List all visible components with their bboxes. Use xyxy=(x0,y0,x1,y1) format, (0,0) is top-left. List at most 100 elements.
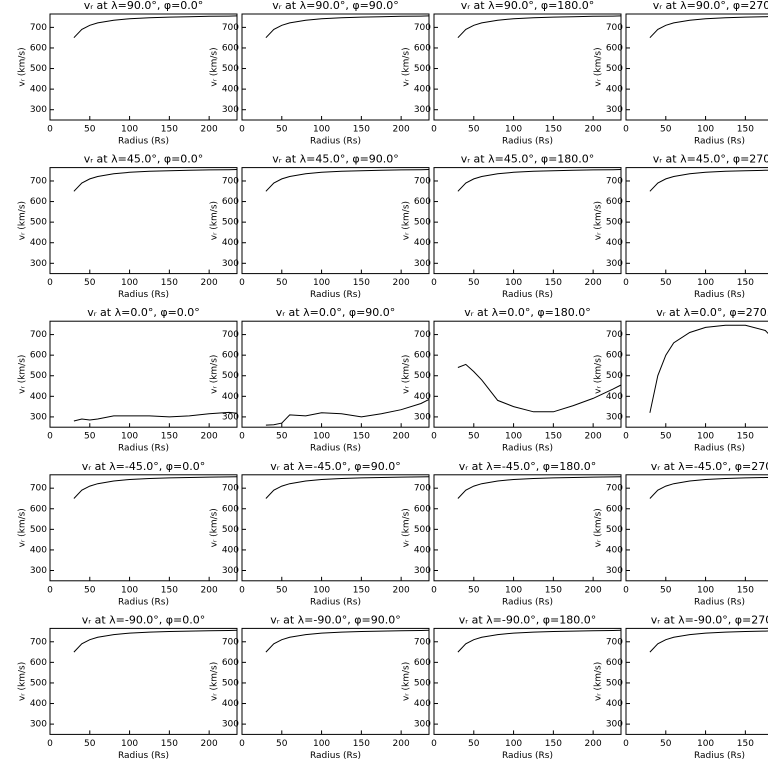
y-tick-label: 700 xyxy=(222,484,239,494)
x-tick-label: 50 xyxy=(468,585,480,595)
chart-title: vᵣ at λ=0.0°, φ=90.0° xyxy=(276,306,396,319)
y-axis-label: vᵣ (km/s) xyxy=(210,47,220,86)
x-tick-label: 200 xyxy=(585,585,602,595)
plot-frame xyxy=(241,13,430,121)
x-tick-label: 50 xyxy=(468,125,480,135)
data-line xyxy=(265,398,430,426)
y-tick-label: 400 xyxy=(414,699,431,709)
x-tick-label: 150 xyxy=(353,432,370,442)
y-tick-label: 400 xyxy=(414,238,431,248)
x-tick-label: 100 xyxy=(505,585,522,595)
y-tick-label: 600 xyxy=(414,351,431,361)
plot-frame xyxy=(625,320,768,428)
y-tick-label: 300 xyxy=(222,259,239,269)
y-tick-label: 700 xyxy=(414,484,431,494)
chart-title: vᵣ at λ=45.0°, φ=270.0° xyxy=(653,153,768,166)
x-tick-label: 150 xyxy=(545,125,562,135)
x-tick-label: 100 xyxy=(313,125,330,135)
data-line xyxy=(265,476,430,499)
x-tick-label: 150 xyxy=(545,278,562,288)
x-tick-label: 100 xyxy=(505,125,522,135)
x-axis-label: Radius (Rs) xyxy=(118,444,169,454)
x-tick-label: 200 xyxy=(393,585,410,595)
x-tick-label: 200 xyxy=(585,739,602,749)
plot-frame xyxy=(241,320,430,428)
y-tick-label: 400 xyxy=(30,85,47,95)
y-axis-label: vᵣ (km/s) xyxy=(18,201,28,240)
y-tick-label: 500 xyxy=(414,525,431,535)
x-tick-label: 200 xyxy=(393,125,410,135)
y-tick-label: 500 xyxy=(30,678,47,688)
data-line xyxy=(649,324,768,413)
x-tick-label: 150 xyxy=(545,739,562,749)
y-tick-label: 300 xyxy=(30,412,47,422)
x-tick-label: 0 xyxy=(623,278,629,288)
y-tick-label: 300 xyxy=(414,412,431,422)
y-tick-label: 400 xyxy=(30,238,47,248)
x-tick-label: 100 xyxy=(121,125,138,135)
x-tick-label: 50 xyxy=(84,278,96,288)
y-tick-label: 600 xyxy=(222,504,239,514)
y-tick-label: 500 xyxy=(414,678,431,688)
x-tick-label: 200 xyxy=(201,125,218,135)
chart-title: vᵣ at λ=45.0°, φ=0.0° xyxy=(84,153,204,166)
y-tick-label: 300 xyxy=(414,720,431,730)
plot-frame xyxy=(625,474,768,582)
y-tick-label: 500 xyxy=(30,371,47,381)
y-tick-label: 700 xyxy=(30,23,47,33)
x-tick-label: 100 xyxy=(313,432,330,442)
data-line xyxy=(649,476,768,499)
x-tick-label: 50 xyxy=(468,432,480,442)
y-tick-label: 600 xyxy=(222,351,239,361)
x-tick-label: 0 xyxy=(239,278,245,288)
y-tick-label: 600 xyxy=(414,504,431,514)
x-tick-label: 100 xyxy=(697,739,714,749)
chart-title: vᵣ at λ=90.0°, φ=90.0° xyxy=(272,0,399,12)
data-line xyxy=(457,629,622,653)
y-tick-label: 300 xyxy=(606,720,623,730)
chart-title: vᵣ at λ=-90.0°, φ=0.0° xyxy=(82,613,206,626)
y-tick-label: 400 xyxy=(30,392,47,402)
chart-title: vᵣ at λ=-45.0°, φ=90.0° xyxy=(270,460,401,473)
x-tick-label: 150 xyxy=(737,125,754,135)
x-tick-label: 150 xyxy=(161,278,178,288)
y-tick-label: 500 xyxy=(30,218,47,228)
chart-title: vᵣ at λ=0.0°, φ=270.0° xyxy=(656,306,768,319)
y-tick-label: 700 xyxy=(222,176,239,186)
y-axis-label: vᵣ (km/s) xyxy=(210,662,220,701)
x-tick-label: 150 xyxy=(353,585,370,595)
y-tick-label: 700 xyxy=(222,23,239,33)
y-tick-label: 600 xyxy=(606,43,623,53)
y-axis-label: vᵣ (km/s) xyxy=(402,662,412,701)
x-tick-label: 0 xyxy=(47,278,53,288)
data-line xyxy=(457,363,622,413)
x-axis-label: Radius (Rs) xyxy=(694,137,745,147)
y-tick-label: 700 xyxy=(606,176,623,186)
x-axis-label: Radius (Rs) xyxy=(310,444,361,454)
x-tick-label: 50 xyxy=(660,278,672,288)
data-line xyxy=(649,16,768,39)
y-tick-label: 400 xyxy=(606,85,623,95)
y-tick-label: 500 xyxy=(414,371,431,381)
plot-frame xyxy=(625,627,768,735)
y-tick-label: 300 xyxy=(30,566,47,576)
y-tick-label: 600 xyxy=(222,658,239,668)
y-tick-label: 300 xyxy=(414,105,431,115)
plot-frame xyxy=(433,627,622,735)
x-tick-label: 50 xyxy=(276,125,288,135)
y-tick-label: 300 xyxy=(30,105,47,115)
x-tick-label: 150 xyxy=(161,585,178,595)
plot-frame xyxy=(49,320,238,428)
y-tick-label: 300 xyxy=(30,720,47,730)
x-tick-label: 0 xyxy=(623,432,629,442)
y-tick-label: 300 xyxy=(222,566,239,576)
x-axis-label: Radius (Rs) xyxy=(502,751,553,761)
y-tick-label: 600 xyxy=(222,43,239,53)
x-axis-label: Radius (Rs) xyxy=(310,597,361,607)
y-tick-label: 500 xyxy=(222,64,239,74)
y-axis-label: vᵣ (km/s) xyxy=(594,508,604,547)
y-tick-label: 600 xyxy=(414,43,431,53)
chart-title: vᵣ at λ=-45.0°, φ=270.0° xyxy=(651,460,768,473)
chart-title: vᵣ at λ=45.0°, φ=180.0° xyxy=(461,153,595,166)
y-axis-label: vᵣ (km/s) xyxy=(18,355,28,394)
